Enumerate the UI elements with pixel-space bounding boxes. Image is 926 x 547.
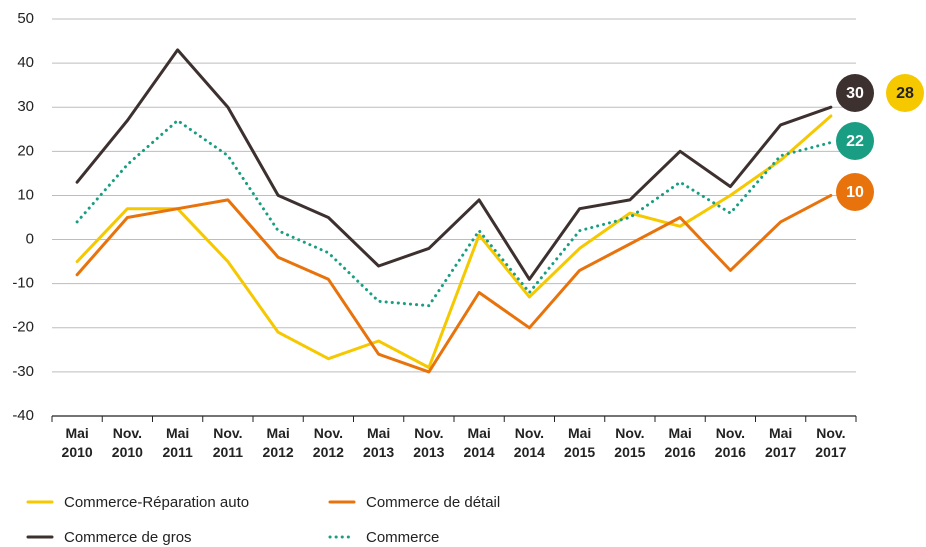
x-tick-label: Nov. 2017 [815, 425, 847, 460]
end-label: 28 [896, 85, 914, 102]
y-tick-label: 20 [17, 142, 34, 159]
end-badge [886, 74, 924, 112]
y-tick-label: -10 [12, 275, 34, 292]
x-tick-label: Nov. 2016 [714, 425, 746, 460]
y-tick-label: 40 [17, 54, 34, 71]
x-tick-label: Mai 2016 [664, 425, 696, 460]
end-label: 10 [846, 184, 864, 201]
series-line [75, 193, 833, 374]
y-tick-label: -40 [12, 407, 34, 424]
legend-label: Commerce de détail [366, 494, 500, 511]
legend-label: Commerce [366, 529, 439, 546]
x-tick-label: Mai 2011 [162, 425, 193, 460]
x-tick-label: Nov. 2010 [111, 425, 143, 460]
series-line [75, 114, 833, 369]
x-tick-label: Mai 2012 [262, 425, 294, 460]
end-badge [836, 74, 874, 112]
y-tick-label: 50 [17, 10, 34, 27]
x-tick-label: Nov. 2013 [413, 425, 445, 460]
x-tick-label: Mai 2010 [61, 425, 93, 460]
end-badge [836, 122, 874, 160]
x-tick-label: Mai 2014 [463, 425, 495, 460]
series-line [75, 48, 833, 281]
y-tick-label: 10 [17, 186, 34, 203]
y-tick-label: -20 [12, 319, 34, 336]
x-tick-label: Mai 2015 [564, 425, 596, 460]
x-tick-label: Nov. 2012 [312, 425, 344, 460]
x-tick-label: Nov. 2014 [513, 425, 545, 460]
y-tick-label: 0 [26, 231, 34, 248]
legend-label: Commerce de gros [64, 529, 192, 546]
end-label: 30 [846, 85, 864, 102]
x-tick-label: Mai 2017 [765, 425, 797, 460]
x-tick-label: Nov. 2015 [614, 425, 646, 460]
legend-label: Commerce-Réparation auto [64, 494, 249, 511]
series-line [75, 119, 833, 308]
end-badge [836, 173, 874, 211]
y-tick-label: 30 [17, 98, 34, 115]
x-tick-label: Mai 2013 [363, 425, 395, 460]
x-tick-label: Nov. 2011 [212, 425, 244, 460]
end-label: 22 [846, 133, 864, 150]
y-tick-label: -30 [12, 363, 34, 380]
